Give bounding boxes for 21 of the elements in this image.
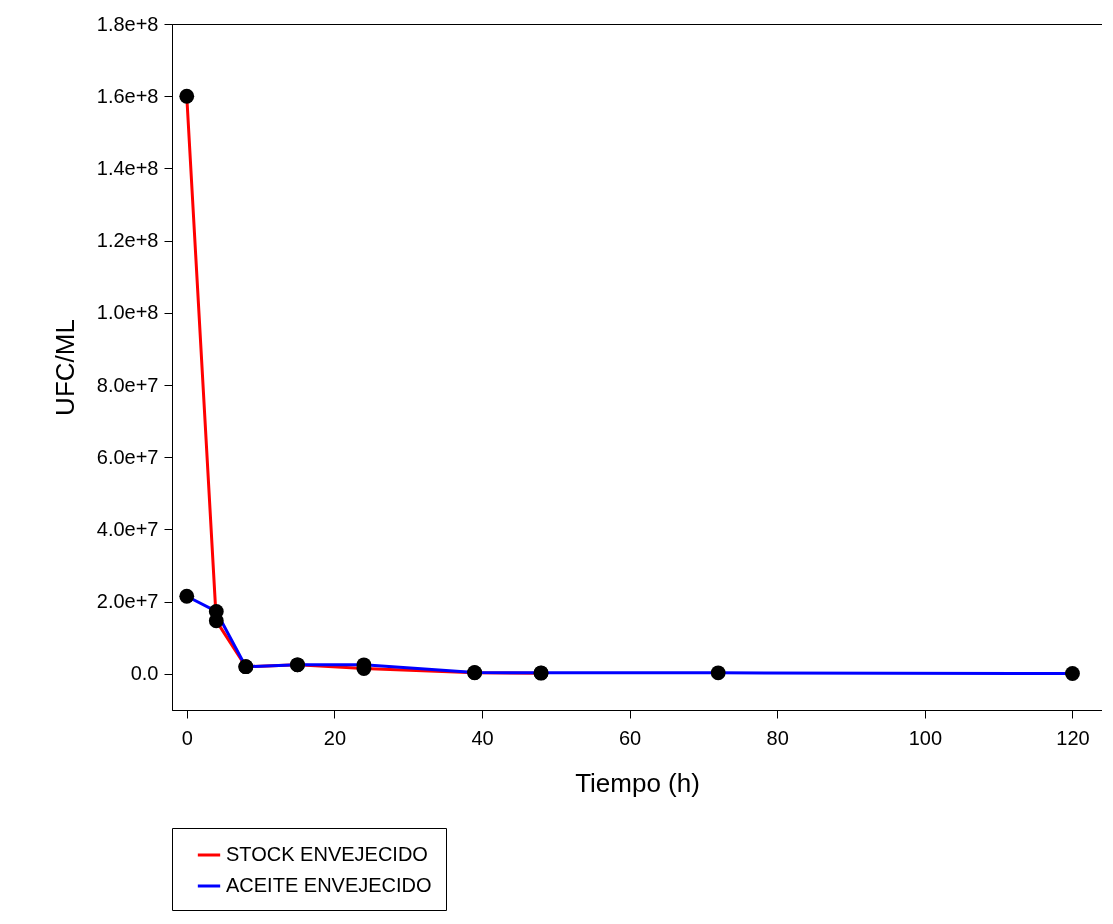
y-tick-label: 4.0e+7 xyxy=(96,517,159,540)
y-tick-label: 2.0e+7 xyxy=(96,590,159,613)
y-tick-label: 1.8e+8 xyxy=(96,12,159,35)
y-axis-title: UFC/ML xyxy=(49,319,80,416)
y-tick-label: 6.0e+7 xyxy=(96,445,159,468)
y-tick-label: 1.0e+8 xyxy=(96,301,159,324)
x-tick-label: 100 xyxy=(908,726,943,749)
legend-label: ACEITE ENVEJECIDO xyxy=(226,874,432,896)
y-tick-label: 1.2e+8 xyxy=(96,229,159,252)
y-tick-label: 1.6e+8 xyxy=(96,84,159,107)
x-axis-title: Tiempo (h) xyxy=(575,767,700,798)
x-tick-label: 20 xyxy=(323,726,347,749)
y-tick-label: 8.0e+7 xyxy=(96,373,159,396)
x-tick-label: 0 xyxy=(181,726,193,749)
x-tick-label: 80 xyxy=(766,726,789,749)
legend-label: STOCK ENVEJECIDO xyxy=(226,843,428,865)
x-tick-label: 40 xyxy=(471,726,494,749)
y-tick-label: 0.0 xyxy=(130,662,159,685)
x-tick-label: 120 xyxy=(1056,726,1090,749)
y-tick-label: 1.4e+8 xyxy=(96,156,159,179)
x-tick-label: 60 xyxy=(618,726,642,749)
